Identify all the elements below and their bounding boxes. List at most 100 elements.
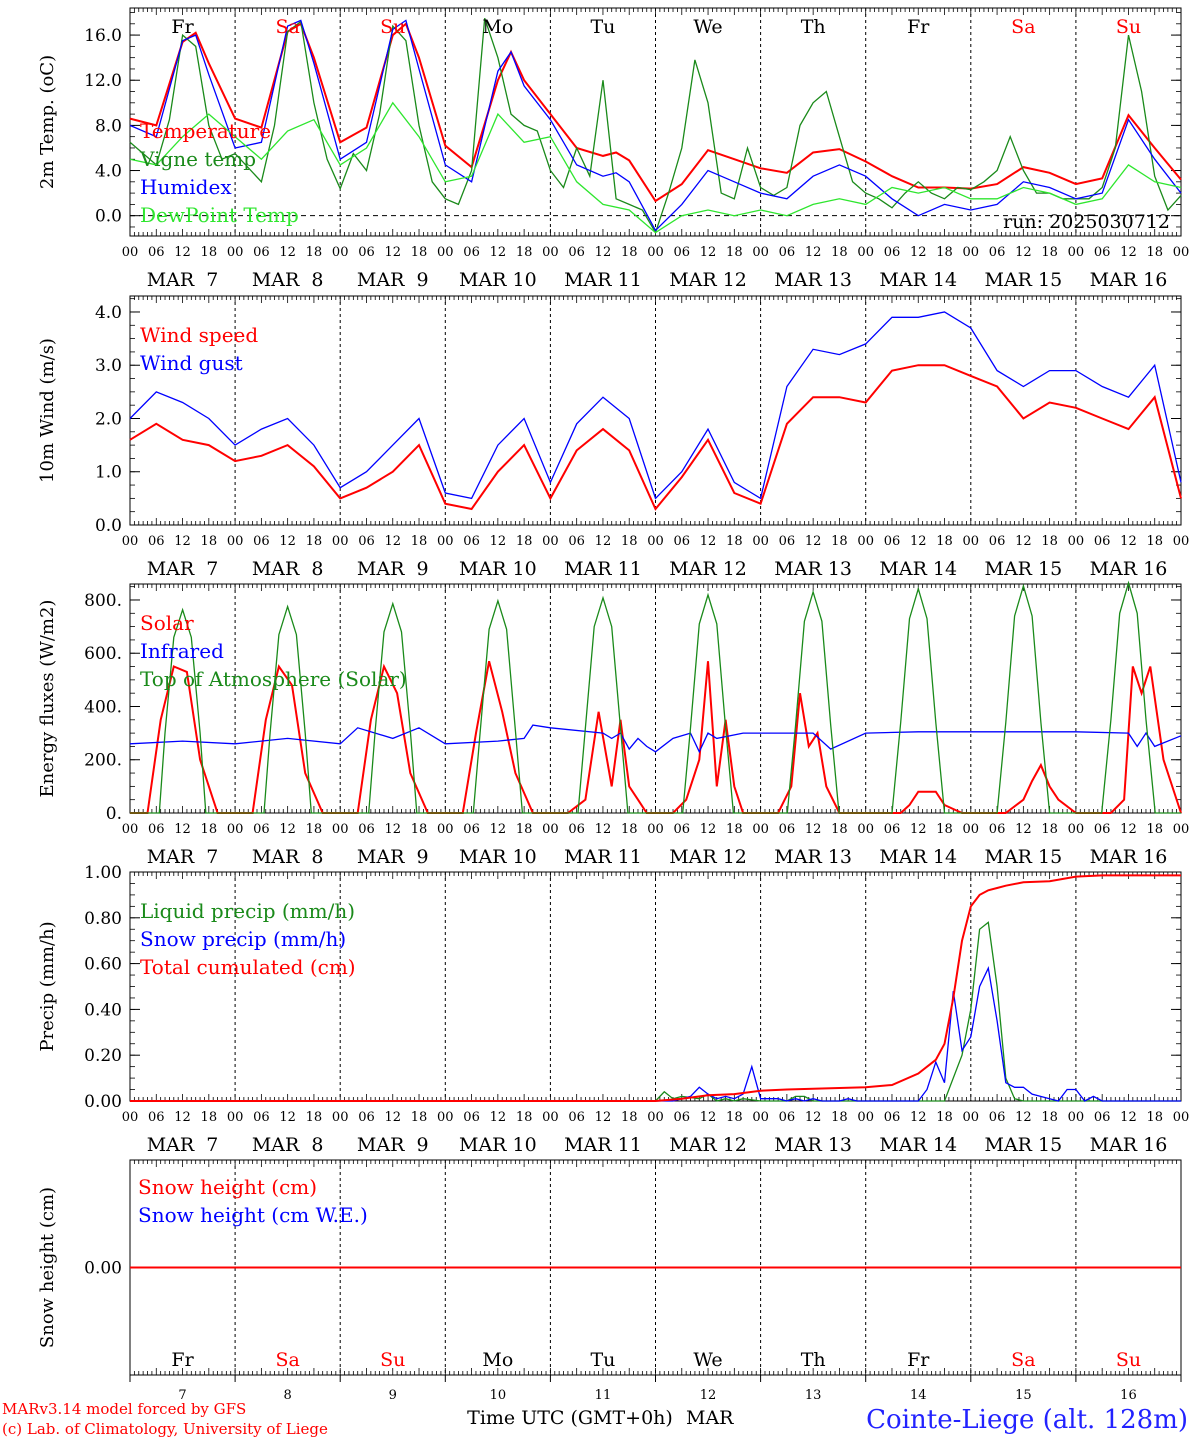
weekday-label: Su — [380, 16, 405, 38]
hour-tick-label: 12 — [805, 534, 822, 549]
hour-tick-label: 06 — [989, 245, 1006, 260]
hour-tick-label: 12 — [279, 534, 296, 549]
series-line — [130, 921, 1181, 1102]
y-tick-label: 0.40 — [84, 1000, 122, 1020]
hour-tick-label: 06 — [674, 534, 691, 549]
hour-tick-label: 00 — [542, 1110, 559, 1125]
legend-entry: DewPoint Temp — [140, 203, 299, 227]
hour-tick-label: 00 — [963, 245, 980, 260]
legend-entry: Top of Atmosphere (Solar) — [140, 667, 407, 691]
hour-tick-label: 12 — [910, 245, 927, 260]
date-label: MAR 8 — [252, 846, 324, 868]
hour-tick-label: 00 — [332, 822, 349, 837]
y-tick-label: 800. — [84, 591, 122, 611]
hour-tick-label: 12 — [910, 1110, 927, 1125]
y-tick-label: 0.00 — [84, 1259, 122, 1279]
day-number: 8 — [284, 1388, 292, 1403]
date-label: MAR 11 — [564, 558, 642, 580]
date-label: MAR 10 — [459, 558, 537, 580]
weekday-label: Sa — [275, 1349, 299, 1371]
hour-tick-label: 00 — [752, 534, 769, 549]
hour-tick-label: 18 — [1041, 1110, 1058, 1125]
hour-tick-label: 18 — [411, 245, 428, 260]
hour-tick-label: 00 — [1173, 1110, 1190, 1125]
hour-tick-label: 06 — [674, 245, 691, 260]
x-axis-label: Time UTC (GMT+0h) — [467, 1407, 673, 1429]
hour-tick-label: 06 — [568, 1110, 585, 1125]
hour-tick-label: 18 — [936, 245, 953, 260]
hour-tick-label: 06 — [358, 245, 375, 260]
hour-tick-label: 00 — [227, 245, 244, 260]
hour-tick-label: 06 — [884, 245, 901, 260]
hour-tick-label: 18 — [621, 245, 638, 260]
hour-tick-label: 18 — [411, 822, 428, 837]
date-label: MAR 13 — [774, 558, 852, 580]
date-label: MAR 14 — [879, 558, 957, 580]
hour-tick-label: 18 — [306, 245, 323, 260]
weekday-label: Th — [801, 16, 826, 38]
hour-tick-label: 18 — [516, 1110, 533, 1125]
hour-tick-label: 06 — [1094, 1110, 1111, 1125]
date-label: MAR 12 — [669, 1134, 747, 1156]
hour-tick-label: 06 — [148, 822, 165, 837]
hour-tick-label: 12 — [1015, 822, 1032, 837]
hour-tick-label: 00 — [122, 1110, 139, 1125]
hour-tick-label: 06 — [779, 1110, 796, 1125]
hour-tick-label: 18 — [306, 1110, 323, 1125]
y-tick-label: 0.00 — [84, 1092, 122, 1112]
hour-tick-label: 00 — [1068, 534, 1085, 549]
hour-tick-label: 18 — [936, 534, 953, 549]
hour-tick-label: 12 — [595, 822, 612, 837]
hour-tick-label: 00 — [332, 1110, 349, 1125]
hour-tick-label: 00 — [647, 822, 664, 837]
hour-tick-label: 18 — [726, 245, 743, 260]
hour-tick-label: 06 — [989, 822, 1006, 837]
hour-tick-label: 06 — [148, 245, 165, 260]
hour-tick-label: 12 — [1120, 245, 1137, 260]
date-label: MAR 12 — [669, 846, 747, 868]
hour-tick-label: 00 — [857, 1110, 874, 1125]
hour-tick-label: 06 — [253, 245, 270, 260]
y-axis-label: Snow height (cm) — [37, 1187, 58, 1348]
hour-tick-label: 12 — [384, 1110, 401, 1125]
hour-tick-label: 00 — [647, 534, 664, 549]
date-label: MAR 9 — [357, 846, 429, 868]
hour-tick-label: 06 — [568, 534, 585, 549]
weekday-label: Fr — [171, 16, 194, 38]
hour-tick-label: 00 — [1173, 245, 1190, 260]
day-number: 7 — [178, 1388, 186, 1403]
footer-model: MARv3.14 model forced by GFS — [2, 1400, 246, 1418]
hour-tick-label: 18 — [726, 822, 743, 837]
hour-tick-label: 12 — [279, 1110, 296, 1125]
hour-tick-label: 00 — [332, 245, 349, 260]
hour-tick-label: 18 — [621, 822, 638, 837]
weekday-label: Th — [801, 1349, 826, 1371]
date-label: MAR 13 — [774, 1134, 852, 1156]
weekday-label: Su — [380, 1349, 405, 1371]
legend-entry: Wind speed — [140, 323, 258, 347]
hour-tick-label: 00 — [122, 245, 139, 260]
hour-tick-label: 18 — [1146, 534, 1163, 549]
y-tick-label: 0.20 — [84, 1046, 122, 1066]
hour-tick-label: 18 — [621, 1110, 638, 1125]
hour-tick-label: 12 — [595, 245, 612, 260]
hour-tick-label: 00 — [857, 822, 874, 837]
series-line — [130, 874, 1181, 1102]
weekday-label: Mo — [482, 16, 513, 38]
weekday-label: Tu — [590, 16, 615, 38]
hour-tick-label: 00 — [437, 534, 454, 549]
hour-tick-label: 06 — [989, 1110, 1006, 1125]
hour-tick-label: 18 — [831, 822, 848, 837]
hour-tick-label: 00 — [542, 534, 559, 549]
date-label: MAR 15 — [984, 269, 1062, 291]
y-tick-label: 400. — [84, 697, 122, 717]
weekday-label: Tu — [590, 1349, 615, 1371]
legend-entry: Liquid precip (mm/h) — [140, 899, 355, 923]
legend-entry: Snow height (cm W.E.) — [138, 1203, 368, 1227]
date-label: MAR 11 — [564, 846, 642, 868]
hour-tick-label: 18 — [516, 245, 533, 260]
hour-tick-label: 18 — [201, 822, 218, 837]
day-number: 15 — [1015, 1388, 1032, 1403]
hour-tick-label: 00 — [1068, 822, 1085, 837]
